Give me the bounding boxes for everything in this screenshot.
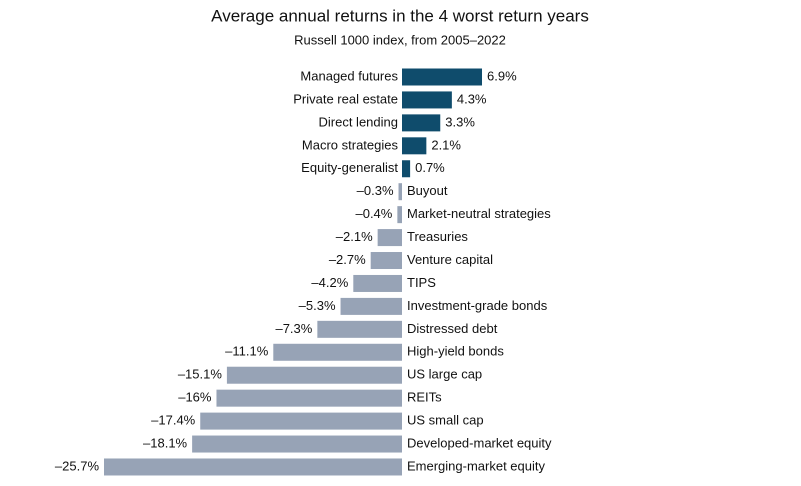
category-label: Managed futures	[300, 68, 398, 83]
value-label: –11.1%	[225, 344, 269, 359]
value-label: –16%	[178, 390, 212, 405]
category-label: Treasuries	[407, 229, 468, 244]
value-label: –4.2%	[311, 275, 348, 290]
value-label: 4.3%	[457, 91, 487, 106]
bar	[200, 412, 402, 430]
category-label: Emerging-market equity	[407, 458, 545, 473]
category-label: TIPS	[407, 275, 436, 290]
category-label: Market-neutral strategies	[407, 206, 551, 221]
value-label: –7.3%	[275, 321, 312, 336]
value-label: –2.1%	[336, 229, 373, 244]
category-label: Equity-generalist	[301, 160, 398, 175]
value-label: –25.7%	[55, 458, 100, 473]
value-label: 2.1%	[431, 137, 461, 152]
value-label: –18.1%	[143, 435, 188, 450]
bar	[397, 206, 402, 224]
bar	[104, 458, 402, 476]
bar	[353, 274, 402, 292]
category-label: REITs	[407, 390, 442, 405]
category-label: US large cap	[407, 367, 482, 382]
bar	[216, 389, 402, 407]
category-label: Distressed debt	[407, 321, 498, 336]
bar	[273, 343, 402, 361]
bar	[402, 160, 411, 178]
value-label: –0.4%	[355, 206, 392, 221]
bar	[377, 229, 402, 247]
category-label: Buyout	[407, 183, 448, 198]
category-label: Private real estate	[293, 91, 398, 106]
bar	[226, 366, 402, 384]
value-label: 0.7%	[415, 160, 445, 175]
value-label: 3.3%	[445, 114, 475, 129]
category-label: US small cap	[407, 413, 484, 428]
category-label: Developed-market equity	[407, 435, 552, 450]
value-label: –0.3%	[357, 183, 394, 198]
category-label: Venture capital	[407, 252, 493, 267]
bar	[398, 183, 402, 201]
bar	[402, 114, 441, 132]
value-label: –5.3%	[299, 298, 336, 313]
chart-title: Average annual returns in the 4 worst re…	[211, 6, 589, 25]
value-label: –2.7%	[329, 252, 366, 267]
category-label: Macro strategies	[302, 137, 399, 152]
bar	[370, 252, 402, 270]
bar	[192, 435, 402, 453]
bar	[402, 68, 483, 86]
value-label: –15.1%	[178, 367, 223, 382]
value-label: 6.9%	[487, 68, 517, 83]
bar	[402, 137, 427, 155]
category-label: Investment-grade bonds	[407, 298, 548, 313]
value-label: –17.4%	[151, 413, 196, 428]
bar	[317, 320, 402, 338]
chart-subtitle: Russell 1000 index, from 2005–2022	[294, 32, 506, 47]
bar	[402, 91, 452, 109]
bar	[340, 297, 402, 315]
category-label: Direct lending	[319, 114, 399, 129]
category-label: High-yield bonds	[407, 344, 504, 359]
